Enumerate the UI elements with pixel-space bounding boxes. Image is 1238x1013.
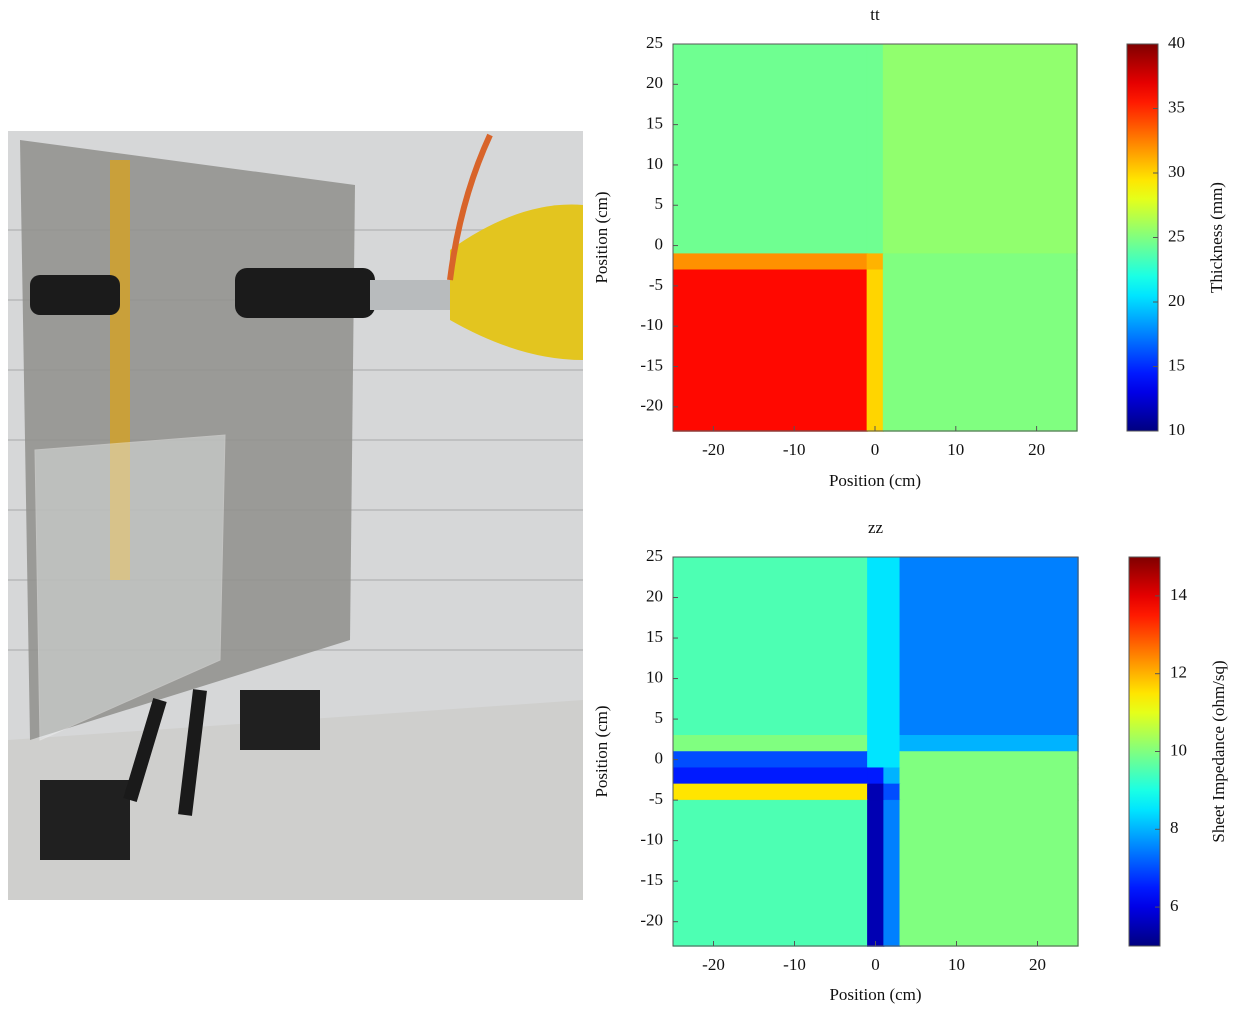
- heatmap-cell: [867, 800, 884, 946]
- chart-title: zz: [868, 518, 884, 537]
- heatmap-cell: [673, 768, 868, 785]
- heatmap-cell: [673, 752, 868, 769]
- chart-title: tt: [870, 5, 880, 24]
- heatmap-cell: [900, 768, 1079, 785]
- y-tick-label: 15: [646, 114, 663, 133]
- photo: [8, 131, 583, 900]
- heatmap-cell: [900, 784, 1079, 801]
- heatmap-cell: [673, 800, 868, 946]
- heatmap-cell: [867, 735, 884, 752]
- colorbar-tick-label: 20: [1168, 291, 1185, 310]
- heatmap-cell: [883, 44, 1077, 254]
- heatmap-cell: [673, 270, 867, 432]
- colorbar-tick-label: 35: [1168, 97, 1185, 116]
- heatmap-cell: [884, 800, 901, 946]
- y-tick-label: -20: [640, 911, 663, 930]
- y-tick-label: 5: [655, 708, 664, 727]
- y-tick-label: -15: [640, 870, 663, 889]
- y-tick-label: 0: [655, 749, 664, 768]
- heatmap-cell: [867, 557, 884, 736]
- colorbar-tick-label: 25: [1168, 226, 1185, 245]
- x-tick-label: -10: [783, 440, 806, 459]
- y-tick-label: 25: [646, 33, 663, 52]
- photo-stand-right: [240, 690, 320, 750]
- x-tick-label: 0: [871, 955, 880, 974]
- y-tick-label: -5: [649, 275, 663, 294]
- y-tick-label: 10: [646, 154, 663, 173]
- heatmap-cell: [883, 254, 1077, 271]
- y-axis-label: Position (cm): [592, 705, 611, 797]
- heatmap-cell: [867, 784, 884, 801]
- heatmap-cell: [884, 768, 901, 785]
- y-tick-label: -20: [640, 396, 663, 415]
- y-tick-label: -10: [640, 315, 663, 334]
- x-tick-label: 20: [1028, 440, 1045, 459]
- x-axis-label: Position (cm): [829, 985, 921, 1004]
- x-tick-label: 10: [948, 955, 965, 974]
- x-tick-label: 20: [1029, 955, 1046, 974]
- y-tick-label: 10: [646, 667, 663, 686]
- heatmap-cell: [673, 254, 867, 271]
- colorbar-tick-label: 6: [1170, 896, 1179, 915]
- y-tick-label: -5: [649, 789, 663, 808]
- colorbar-tick-label: 10: [1170, 740, 1187, 759]
- y-tick-label: 0: [655, 234, 664, 253]
- heatmap-cell: [867, 752, 884, 769]
- heatmap-cell: [884, 784, 901, 801]
- colorbar-tick-label: 12: [1170, 663, 1187, 682]
- heatmap-cell: [673, 784, 868, 801]
- figure: -20 -10 0 10 20 25 20 15 10 5 0 -5 -10 -15 -20 tt Positi…: [0, 0, 1238, 1008]
- x-axis-label: Position (cm): [829, 471, 921, 490]
- heatmap-cell: [673, 557, 868, 736]
- heatmap-cell: [883, 270, 1077, 432]
- colorbar-tick-label: 14: [1170, 585, 1188, 604]
- x-tick-label: 10: [947, 440, 964, 459]
- colorbar-tick-label: 40: [1168, 33, 1185, 52]
- photo-mount: [370, 280, 450, 310]
- heatmap-cell: [884, 752, 901, 769]
- heatmap-cell: [867, 254, 884, 271]
- heatmap-cell: [884, 557, 901, 736]
- page: -20 -10 0 10 20 25 20 15 10 5 0 -5 -10 -15 -20 tt Positi…: [0, 0, 1238, 1013]
- heatmap-cell: [867, 768, 884, 785]
- y-tick-label: 5: [655, 194, 664, 213]
- heatmap-cell: [900, 735, 1079, 752]
- colorbar-tick-label: 10: [1168, 420, 1185, 439]
- heatmap-cell: [900, 557, 1079, 736]
- heatmap-cell: [867, 270, 884, 432]
- colorbar-label: Sheet Impedance (ohm/sq): [1209, 660, 1228, 842]
- heatmap-cell: [900, 752, 1079, 769]
- y-tick-label: 15: [646, 627, 663, 646]
- x-tick-label: -20: [702, 440, 725, 459]
- heatmap-cell: [673, 44, 867, 254]
- heatmap-cell: [867, 44, 884, 254]
- colorbar-tick-label: 15: [1168, 355, 1185, 374]
- y-tick-label: 25: [646, 546, 663, 565]
- x-tick-label: 0: [871, 440, 880, 459]
- photo-horn-left: [30, 275, 120, 315]
- heatmap-cell: [900, 800, 1079, 946]
- x-tick-label: -10: [783, 955, 806, 974]
- colorbar-tick-label: 8: [1170, 818, 1179, 837]
- y-tick-label: 20: [646, 586, 663, 605]
- heatmap-cell: [673, 735, 868, 752]
- y-tick-label: -10: [640, 830, 663, 849]
- heatmap-cell: [884, 735, 901, 752]
- colorbar-tick-label: 30: [1168, 162, 1185, 181]
- photo-horn: [235, 268, 375, 318]
- colorbar-label: Thickness (mm): [1207, 182, 1226, 293]
- x-tick-label: -20: [702, 955, 725, 974]
- photo-stand-left: [40, 780, 130, 860]
- y-tick-label: -15: [640, 355, 663, 374]
- y-tick-label: 20: [646, 73, 663, 92]
- y-axis-label: Position (cm): [592, 191, 611, 283]
